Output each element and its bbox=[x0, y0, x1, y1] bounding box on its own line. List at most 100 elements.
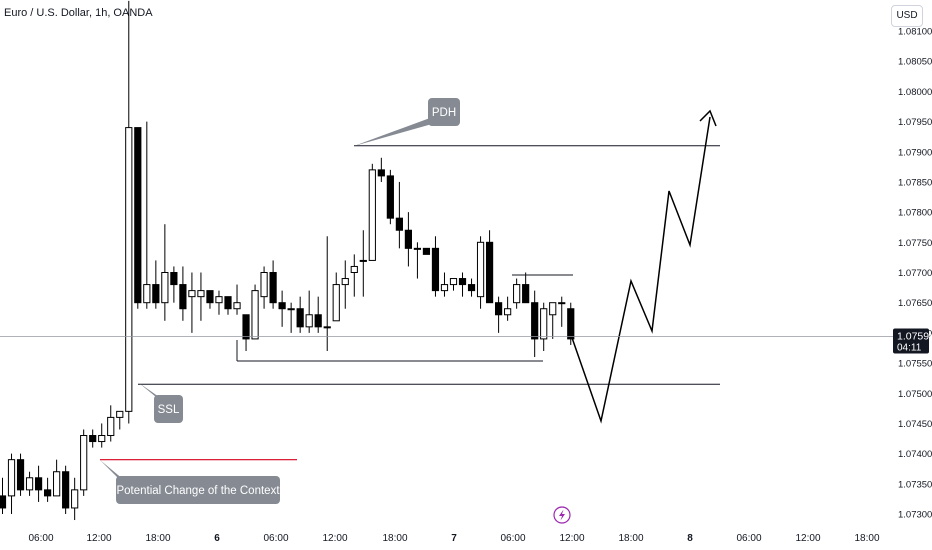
y-tick-label: 1.07750 bbox=[898, 238, 932, 249]
candle-body bbox=[476, 241, 485, 298]
candle-body bbox=[540, 308, 548, 340]
context-callout-label: Potential Change of the Context bbox=[116, 485, 280, 497]
x-tick-label: 18:00 bbox=[854, 533, 879, 544]
candle-body bbox=[125, 127, 133, 412]
candle-body bbox=[25, 477, 34, 491]
candle-body bbox=[188, 290, 196, 298]
y-tick-label: 1.07350 bbox=[898, 479, 932, 490]
candle-body bbox=[314, 314, 322, 328]
pdh-callout: PDH bbox=[354, 98, 460, 146]
candle-body bbox=[395, 217, 403, 231]
current-price-label: 1.07594 04:11 bbox=[0, 328, 932, 354]
candle-body bbox=[161, 272, 169, 304]
y-tick-label: 1.07450 bbox=[898, 419, 932, 430]
callouts-layer: PDH SSL Potential Change of the Context bbox=[100, 98, 460, 504]
currency-button[interactable]: USD bbox=[891, 5, 923, 27]
candle-body bbox=[80, 435, 88, 491]
x-tick-label: 06:00 bbox=[28, 533, 53, 544]
y-tick-label: 1.07950 bbox=[898, 117, 932, 128]
y-tick-label: 1.07800 bbox=[898, 208, 932, 219]
chart-title: Euro / U.S. Dollar, 1h, OANDA bbox=[4, 7, 153, 19]
candle-body bbox=[368, 169, 376, 261]
candle-body bbox=[233, 302, 241, 310]
candle-body bbox=[296, 308, 304, 328]
x-tick-label: 12:00 bbox=[322, 533, 347, 544]
y-tick-label: 1.07550 bbox=[898, 359, 932, 370]
candle-body bbox=[558, 302, 566, 305]
candle-body bbox=[431, 247, 440, 292]
x-tick-label: 06:00 bbox=[263, 533, 288, 544]
lightning-icon[interactable] bbox=[553, 506, 571, 524]
y-tick-label: 1.07650 bbox=[898, 298, 932, 309]
x-tick-label: 18:00 bbox=[618, 533, 643, 544]
candle-body bbox=[170, 272, 178, 286]
candle-body bbox=[332, 284, 340, 322]
candle-body bbox=[522, 284, 530, 304]
candle-body bbox=[242, 314, 250, 340]
candle-body bbox=[287, 308, 295, 311]
time-axis[interactable]: 06:00 12:00 18:00 6 06:00 12:00 18:00 7 06:00 12:… bbox=[28, 533, 879, 544]
candle-body bbox=[531, 302, 539, 340]
pdh-callout-label: PDH bbox=[432, 107, 456, 119]
candle-body bbox=[341, 278, 349, 286]
candle-body bbox=[206, 290, 214, 304]
y-tick-label: 1.07900 bbox=[898, 147, 932, 158]
candle-body bbox=[215, 296, 223, 304]
candle-body bbox=[89, 435, 97, 443]
candle-body bbox=[458, 278, 467, 286]
candle-body bbox=[53, 471, 61, 497]
x-tick-label: 06:00 bbox=[736, 533, 761, 544]
candle-body bbox=[323, 326, 331, 329]
x-tick-label: 06:00 bbox=[500, 533, 525, 544]
candle-body bbox=[513, 284, 521, 304]
projected-path bbox=[569, 116, 711, 424]
candle-countdown: 04:11 bbox=[897, 342, 922, 353]
candle-body bbox=[449, 278, 458, 286]
y-tick-label: 1.07700 bbox=[898, 268, 932, 279]
candle-body bbox=[386, 175, 394, 219]
candle-body bbox=[197, 290, 205, 298]
ssl-callout-pointer bbox=[139, 383, 162, 399]
candle-body bbox=[440, 284, 449, 292]
candle-body bbox=[224, 296, 232, 310]
candle-body bbox=[134, 127, 142, 304]
candle-body bbox=[0, 495, 7, 509]
ssl-callout-box bbox=[154, 395, 183, 423]
x-tick-label: 12:00 bbox=[86, 533, 111, 544]
x-tick-label: 18:00 bbox=[382, 533, 407, 544]
y-tick-label: 1.08100 bbox=[898, 27, 932, 38]
y-tick-label: 1.07850 bbox=[898, 177, 932, 188]
candle-body bbox=[71, 489, 79, 509]
x-tick-label: 6 bbox=[214, 533, 220, 544]
candle-body bbox=[34, 477, 43, 491]
x-tick-label: 7 bbox=[451, 533, 457, 544]
price-axis[interactable]: 1.08100 1.08050 1.08000 1.07950 1.07900 1.078… bbox=[898, 27, 932, 521]
candle-body bbox=[269, 272, 277, 304]
pdh-callout-box bbox=[428, 98, 460, 126]
drawings-layer bbox=[569, 109, 717, 424]
candle-body bbox=[44, 489, 52, 497]
candle-body bbox=[495, 302, 503, 316]
candle-body bbox=[485, 241, 494, 304]
candle-body bbox=[467, 284, 476, 292]
x-tick-label: 8 bbox=[687, 533, 693, 544]
levels-layer bbox=[100, 145, 720, 461]
y-tick-label: 1.07500 bbox=[898, 389, 932, 400]
pdh-callout-pointer bbox=[354, 118, 432, 146]
y-tick-label: 1.07300 bbox=[898, 510, 932, 521]
context-callout: Potential Change of the Context bbox=[100, 460, 280, 504]
candles-layer bbox=[0, 0, 575, 521]
candle-body bbox=[260, 272, 268, 298]
candle-body bbox=[350, 265, 358, 273]
candle-body bbox=[7, 459, 16, 497]
context-callout-pointer bbox=[100, 460, 124, 480]
candle-body bbox=[404, 229, 412, 249]
candle-body bbox=[98, 435, 106, 443]
candle-body bbox=[16, 459, 25, 491]
candle-body bbox=[567, 308, 575, 340]
candle-body bbox=[549, 302, 557, 316]
ssl-callout-label: SSL bbox=[158, 404, 180, 416]
candle-body bbox=[305, 314, 313, 328]
candle-body bbox=[143, 284, 151, 304]
